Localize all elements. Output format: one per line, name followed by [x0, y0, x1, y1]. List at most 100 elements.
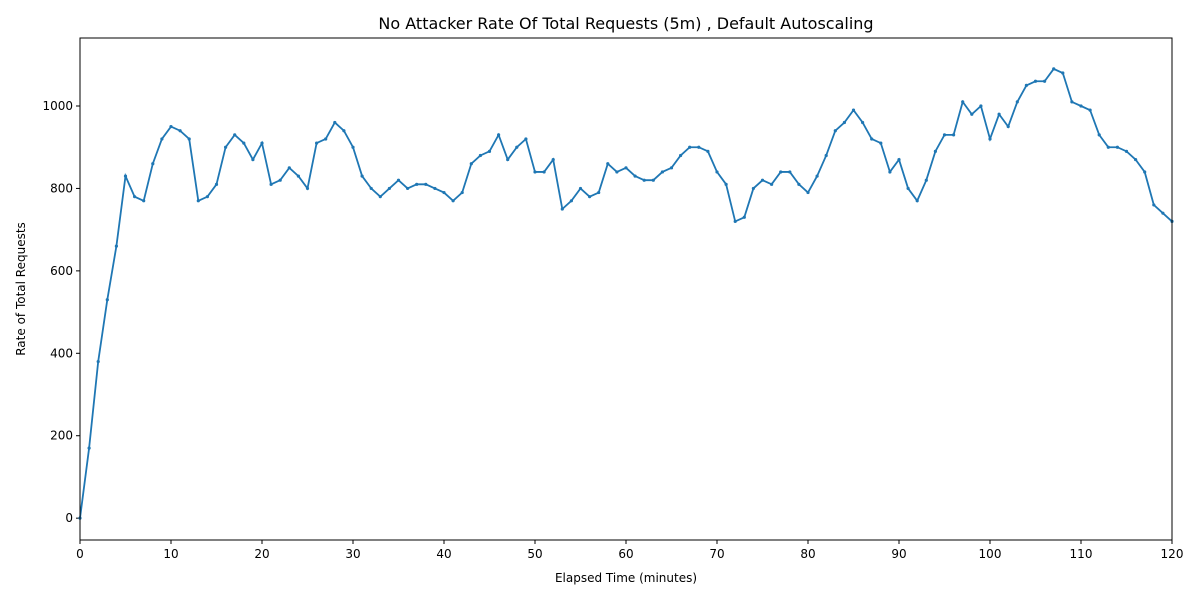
- data-point: [114, 244, 118, 248]
- data-point: [333, 120, 337, 125]
- data-point: [760, 178, 765, 182]
- data-point: [178, 129, 182, 133]
- data-point: [1033, 79, 1038, 83]
- data-point: [506, 157, 510, 162]
- data-point: [315, 141, 319, 145]
- data-point: [160, 137, 164, 141]
- data-point: [1152, 203, 1156, 207]
- data-point: [542, 170, 546, 174]
- data-point: [669, 166, 674, 170]
- data-point: [1097, 133, 1101, 137]
- data-point: [415, 182, 419, 186]
- data-point: [870, 137, 874, 141]
- data-point: [897, 157, 901, 162]
- data-point: [387, 186, 391, 191]
- data-point: [915, 199, 919, 203]
- data-point: [105, 298, 109, 302]
- data-point: [588, 195, 592, 199]
- data-point: [569, 199, 574, 203]
- data-point: [469, 162, 473, 166]
- x-tick-label: 70: [709, 547, 724, 561]
- data-point: [806, 190, 810, 195]
- x-tick-label: 20: [254, 547, 269, 561]
- data-point: [1115, 145, 1119, 149]
- data-point: [1106, 145, 1110, 149]
- data-point: [888, 170, 892, 174]
- data-point: [924, 178, 928, 182]
- y-tick-label: 600: [50, 264, 73, 278]
- data-point: [151, 162, 155, 166]
- data-point: [615, 170, 619, 174]
- data-point: [260, 141, 264, 145]
- y-tick-label: 800: [50, 181, 73, 195]
- y-tick-label: 400: [50, 346, 73, 360]
- data-point: [1024, 83, 1028, 87]
- x-tick-label: 60: [618, 547, 633, 561]
- data-point: [287, 166, 291, 170]
- data-point: [779, 170, 783, 174]
- data-point: [187, 137, 191, 141]
- data-point: [624, 166, 628, 170]
- data-point: [979, 104, 983, 108]
- data-point: [660, 170, 665, 174]
- data-point: [278, 178, 282, 182]
- y-tick-label: 0: [65, 511, 73, 525]
- data-point: [751, 186, 756, 191]
- data-point: [1006, 125, 1010, 129]
- data-point: [478, 153, 482, 158]
- data-point: [952, 133, 956, 137]
- data-line: [79, 67, 1173, 519]
- data-point: [123, 174, 128, 178]
- data-point: [360, 174, 364, 178]
- data-point: [560, 207, 564, 211]
- data-point: [460, 190, 464, 195]
- data-point: [606, 162, 610, 166]
- data-point: [324, 137, 328, 141]
- data-point: [1070, 100, 1074, 104]
- data-point: [961, 100, 965, 104]
- y-tick-label: 1000: [42, 99, 73, 113]
- data-point: [1015, 100, 1019, 104]
- data-point: [369, 186, 373, 191]
- data-point: [515, 145, 519, 149]
- x-tick-label: 120: [1161, 547, 1184, 561]
- data-point: [770, 182, 774, 186]
- x-tick-label: 30: [345, 547, 360, 561]
- data-point: [642, 178, 646, 182]
- data-point: [251, 157, 255, 162]
- data-point: [396, 178, 401, 182]
- data-point: [633, 174, 637, 178]
- data-point: [1134, 157, 1138, 162]
- x-tick-label: 80: [800, 547, 815, 561]
- data-point: [433, 186, 437, 191]
- data-point: [551, 157, 555, 162]
- data-point: [205, 195, 209, 199]
- data-point: [451, 199, 455, 203]
- y-tick-label: 200: [50, 429, 73, 443]
- x-axis-label: Elapsed Time (minutes): [555, 571, 697, 585]
- data-point: [842, 120, 847, 125]
- data-point: [706, 149, 710, 153]
- data-point: [169, 125, 173, 129]
- data-point: [906, 186, 910, 191]
- data-point: [942, 133, 947, 137]
- data-point: [442, 190, 446, 195]
- data-point: [733, 219, 737, 224]
- data-point: [487, 149, 492, 153]
- data-point: [524, 137, 528, 141]
- data-point: [697, 145, 701, 149]
- data-point: [224, 145, 228, 149]
- data-point: [424, 182, 428, 186]
- data-point: [797, 182, 801, 186]
- x-tick-label: 0: [76, 547, 84, 561]
- data-point: [715, 170, 719, 174]
- data-point: [196, 199, 200, 203]
- data-point: [351, 145, 355, 149]
- data-point: [788, 170, 792, 174]
- data-point: [533, 170, 537, 174]
- data-point: [296, 174, 300, 178]
- data-point: [651, 178, 655, 182]
- data-point: [242, 141, 246, 145]
